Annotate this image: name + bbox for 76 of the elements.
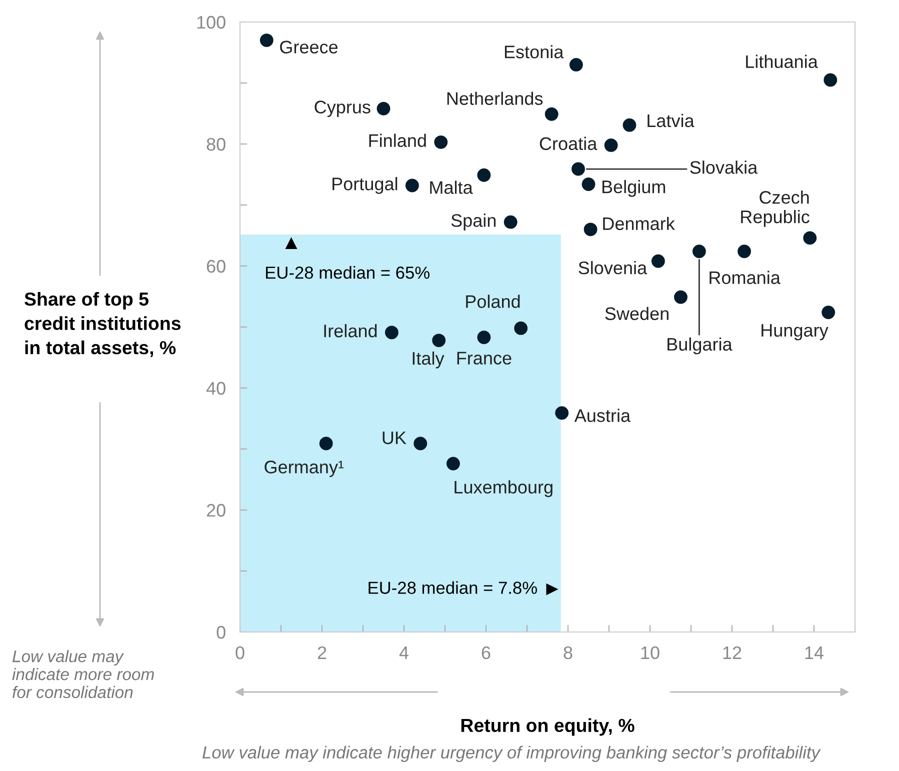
point: [651, 254, 665, 268]
point: [432, 334, 446, 348]
series-label: Netherlands: [447, 92, 543, 105]
series-label: Ireland: [324, 324, 377, 338]
x-axis-title: Return on equity, %: [461, 718, 634, 736]
y-tick-label: 40: [206, 382, 226, 395]
x-tick-label: 2: [318, 646, 326, 659]
point: [319, 436, 333, 450]
ref-line-label: EU-28 median = 7.8%: [368, 581, 537, 594]
series-label: UK: [382, 432, 406, 444]
y-tick-label: 80: [206, 138, 226, 151]
series-label: Poland: [466, 294, 520, 308]
series-label: Italy: [412, 352, 444, 368]
point: [584, 222, 598, 236]
series-label: Hungary: [762, 324, 828, 340]
point: [514, 322, 528, 335]
text: Slovakia: [690, 160, 758, 174]
series-label: Lithuania: [746, 54, 818, 68]
point: [555, 406, 569, 420]
x-tick-label: 6: [482, 646, 490, 660]
point: [738, 244, 752, 258]
text: Low value may indicate higher urgency of improving banking sector’s profitability: [202, 746, 821, 762]
ref-line-label: EU-28 median = 65%: [266, 266, 430, 279]
series-label: Romania: [710, 270, 780, 284]
point: [803, 231, 817, 245]
x-tick-label: 14: [805, 646, 824, 659]
x-tick-label: 0: [236, 646, 244, 660]
x-tick-label: 12: [723, 646, 742, 659]
x-tick-label: 8: [564, 646, 572, 660]
point: [504, 215, 518, 229]
series-label: Finland: [369, 134, 426, 148]
series-label: Latvia: [648, 114, 694, 128]
point: [477, 168, 491, 182]
series-label: Germany¹: [264, 460, 344, 478]
series-label: Greece: [280, 40, 338, 54]
series-label: Portugal: [332, 177, 398, 194]
series-label: Belgium: [602, 180, 666, 197]
point: [544, 107, 558, 121]
text: Bulgaria: [668, 337, 732, 354]
series-label: Denmark: [603, 216, 675, 230]
point: [414, 436, 428, 450]
x-tick-label: 10: [641, 646, 660, 660]
series-label: Cyprus: [314, 100, 370, 118]
point: [822, 306, 836, 320]
series-label: Estonia: [504, 45, 564, 58]
y-tick-label: 0: [216, 626, 226, 639]
y-tick-label: 100: [197, 16, 226, 29]
point: [434, 135, 448, 149]
series-label: Sweden: [605, 306, 668, 320]
point: [824, 73, 838, 87]
point: [446, 456, 460, 470]
text: Low value may indicate more room for consolidation: [12, 650, 154, 698]
point: [376, 102, 390, 116]
series-label: France: [457, 352, 512, 365]
series-label: Austria: [574, 408, 631, 422]
y-tick-label: 20: [206, 504, 226, 517]
point: [569, 58, 583, 72]
point: [405, 178, 419, 192]
x-tick-label: 4: [399, 646, 408, 659]
y-axis-title: Share of top 5 credit institutions in total assets, %: [24, 292, 181, 358]
point: [692, 244, 706, 258]
point: [477, 330, 491, 344]
series-label: Czech Republic: [741, 190, 810, 227]
series-label: Croatia: [540, 136, 598, 150]
series-label: Spain: [451, 214, 496, 230]
series-label: Malta: [430, 180, 473, 194]
point: [260, 34, 274, 48]
point: [384, 326, 398, 340]
point: [622, 118, 636, 132]
series-label: Slovenia: [578, 261, 648, 274]
y-tick-label: 60: [206, 260, 226, 273]
point: [582, 178, 596, 191]
point: [604, 138, 618, 152]
point: [674, 290, 688, 304]
point: [572, 162, 585, 176]
series-label: Luxembourg: [454, 480, 552, 498]
